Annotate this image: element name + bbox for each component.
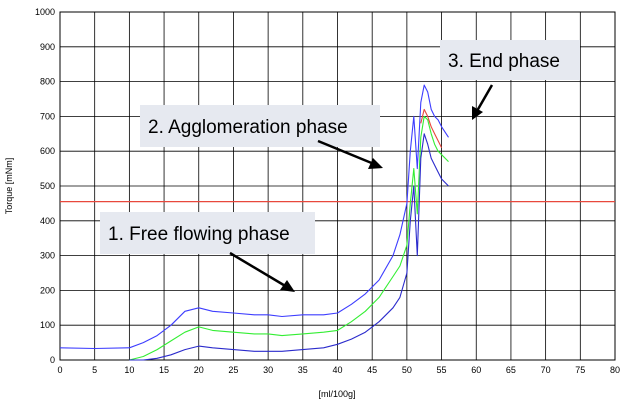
callout-free-flowing: 1. Free flowing phase: [100, 212, 315, 254]
x-tick-label: 5: [92, 365, 97, 375]
y-tick-label: 900: [40, 42, 55, 52]
callout-box: [440, 40, 580, 80]
x-tick-label: 45: [367, 365, 377, 375]
callout-box: [140, 105, 380, 147]
y-tick-label: 100: [40, 320, 55, 330]
arrowhead-free-flowing: [280, 280, 295, 292]
y-tick-label: 300: [40, 251, 55, 261]
y-tick-label: 1000: [35, 7, 55, 17]
y-tick-label: 600: [40, 146, 55, 156]
series-line-1: [59, 84, 449, 350]
x-tick-label: 55: [437, 365, 447, 375]
y-tick-label: 200: [40, 285, 55, 295]
annotation-arrows: [229, 84, 494, 292]
x-tick-label: 0: [57, 365, 62, 375]
arrow-end-phase: [475, 84, 494, 112]
callout-text: 1. Free flowing phase: [108, 224, 290, 245]
x-tick-labels: 0 5 10 15 20 25 30 35 40 45 50 55 60 65 70 75 80: [57, 365, 620, 375]
x-tick-label: 10: [124, 365, 134, 375]
callout-text: 3. End phase: [448, 51, 560, 72]
y-tick-label: 700: [40, 111, 55, 121]
y-tick-label: 0: [50, 355, 55, 365]
series-line-3: [129, 133, 449, 361]
y-tick-label: 800: [40, 77, 55, 87]
data-series-group: [59, 84, 449, 361]
arrowhead-agglomeration: [368, 158, 383, 169]
x-tick-label: 20: [194, 365, 204, 375]
arrow-free-flowing: [229, 251, 288, 289]
callout-agglomeration: 2. Agglomeration phase: [140, 105, 380, 147]
x-tick-label: 30: [263, 365, 273, 375]
x-tick-label: 80: [610, 365, 620, 375]
y-axis-label: Torque [mNm]: [4, 158, 14, 215]
arrow-agglomeration: [317, 139, 375, 166]
x-tick-label: 35: [298, 365, 308, 375]
series-line-4: [420, 108, 443, 148]
y-tick-label: 500: [40, 181, 55, 191]
x-tick-label: 15: [159, 365, 169, 375]
callout-text: 2. Agglomeration phase: [148, 117, 348, 138]
arrowhead-end-phase: [472, 106, 483, 120]
x-axis-label: [ml/100g]: [318, 389, 355, 399]
x-tick-label: 40: [332, 365, 342, 375]
x-tick-label: 50: [402, 365, 412, 375]
x-tick-label: 65: [506, 365, 516, 375]
x-tick-label: 70: [541, 365, 551, 375]
callout-end-phase: 3. End phase: [440, 40, 580, 80]
x-tick-label: 60: [471, 365, 481, 375]
y-tick-label: 400: [40, 216, 55, 226]
x-tick-label: 25: [228, 365, 238, 375]
y-tick-labels: 0 100 200 300 400 500 600 700 800 900 1000: [35, 7, 55, 365]
x-tick-label: 75: [575, 365, 585, 375]
callout-box: [100, 212, 315, 254]
series-line-2: [129, 115, 449, 361]
